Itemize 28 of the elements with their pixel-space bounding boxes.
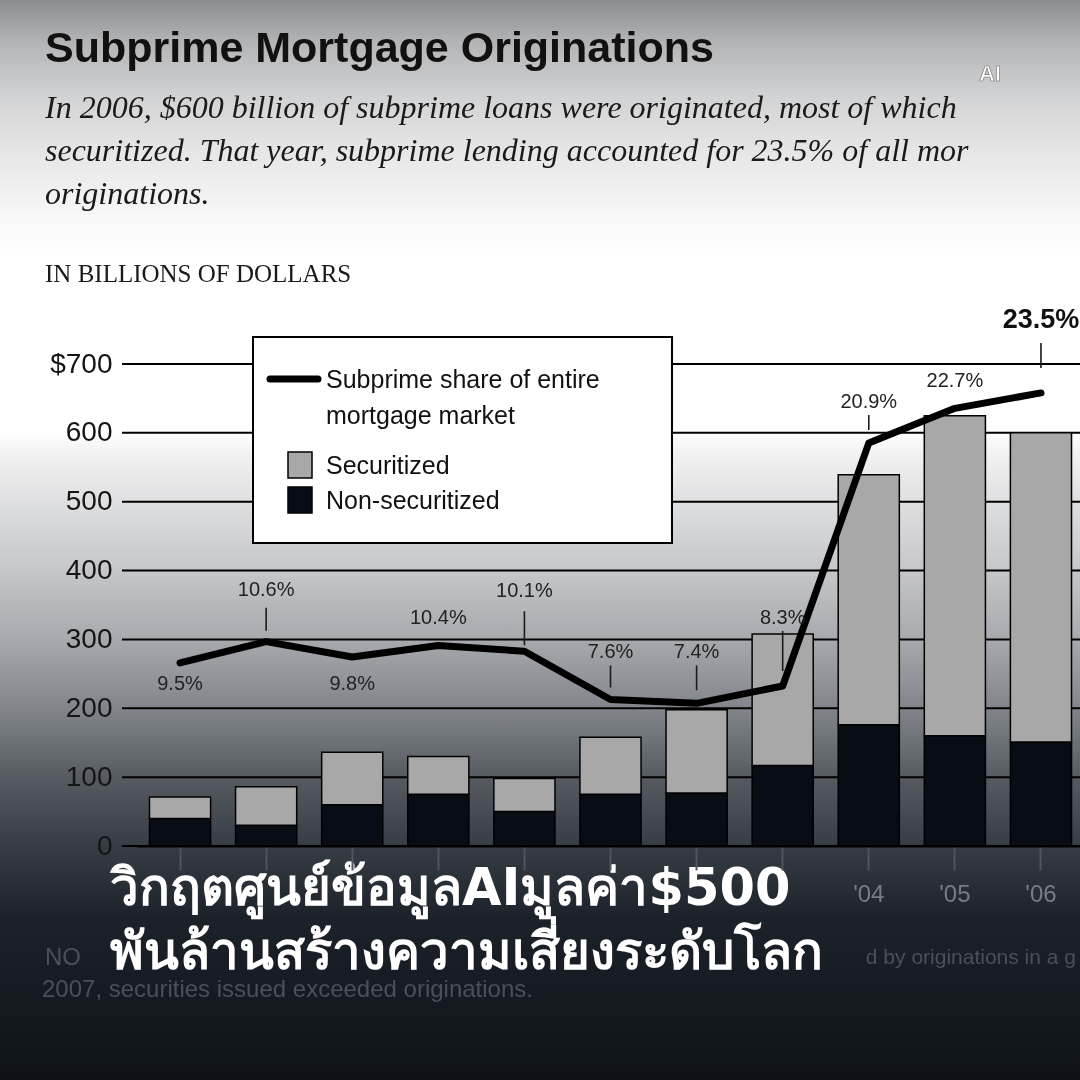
- data-label: 22.7%: [926, 369, 984, 392]
- data-label: 9.8%: [329, 672, 376, 695]
- legend-label: Non-securitized: [326, 486, 500, 514]
- x-tick-label: '06: [1025, 879, 1057, 907]
- y-tick-label: 100: [65, 760, 113, 792]
- text: AI: [979, 61, 1001, 86]
- legend-label: Subprime share of entire mortgage market: [326, 365, 600, 429]
- y-tick-label: 300: [65, 622, 113, 654]
- y-tick-label: 500: [65, 485, 113, 517]
- legend-label: Securitized: [326, 451, 450, 479]
- y-axis-title: IN BILLIONS OF DOLLARS: [45, 260, 352, 287]
- y-tick-label: 600: [65, 416, 113, 448]
- data-label: 20.9%: [840, 390, 898, 413]
- x-tick-label: '05: [939, 879, 971, 907]
- data-label: 23.5%: [1002, 303, 1080, 334]
- data-label: 7.6%: [587, 640, 634, 663]
- chart-subtitle: In 2006, $600 billion of subprime loans were originated, most of which securitized. That year, subprime lending accounted for 23.5% of all mor originations.: [44, 89, 970, 211]
- y-tick-label: 200: [65, 691, 113, 723]
- data-label: 9.5%: [157, 671, 204, 694]
- data-label: 10.1%: [496, 579, 553, 602]
- data-label: 8.3%: [759, 605, 806, 628]
- data-label: 10.6%: [237, 577, 295, 600]
- y-tick-label: 400: [65, 554, 113, 586]
- data-label: 10.4%: [409, 606, 467, 629]
- data-label: 7.4%: [673, 640, 720, 663]
- x-tick-label: '04: [853, 879, 885, 907]
- y-tick-label: $700: [50, 347, 113, 379]
- chart-title: Subprime Mortgage Originations: [45, 23, 714, 71]
